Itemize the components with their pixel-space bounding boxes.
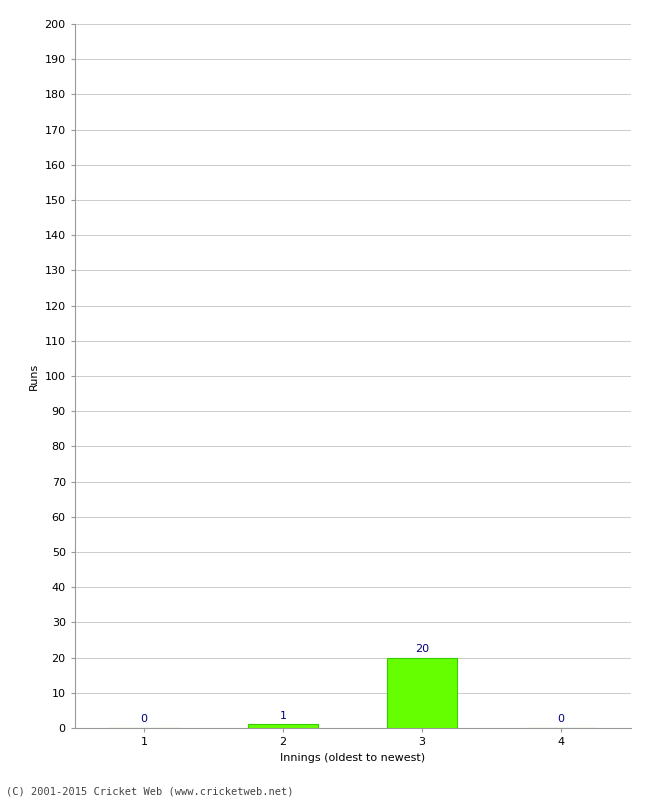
Text: 0: 0 [558,714,565,725]
Text: 0: 0 [140,714,148,725]
X-axis label: Innings (oldest to newest): Innings (oldest to newest) [280,753,425,762]
Bar [387,658,457,728]
Y-axis label: Runs: Runs [29,362,39,390]
Bar [248,725,318,728]
Text: 20: 20 [415,644,429,654]
Text: 1: 1 [280,711,287,721]
Text: (C) 2001-2015 Cricket Web (www.cricketweb.net): (C) 2001-2015 Cricket Web (www.cricketwe… [6,786,294,796]
